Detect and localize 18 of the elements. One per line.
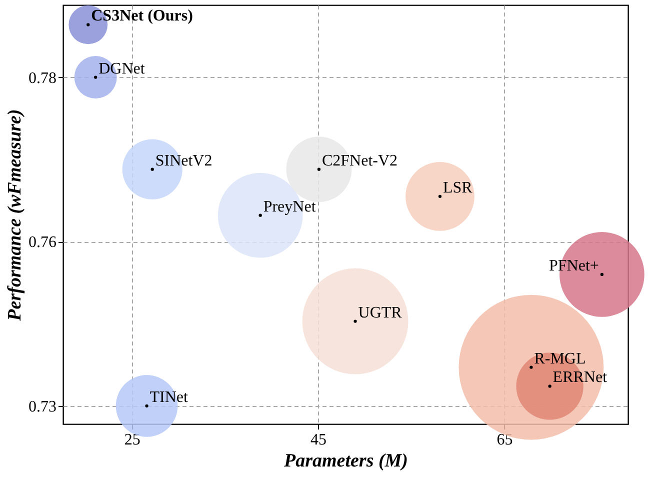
series-label: R-MGL [534, 350, 586, 368]
y-tick-label: 0.78 [28, 70, 56, 87]
series-label: C2FNet-V2 [322, 152, 398, 170]
series-label: SINetV2 [155, 152, 212, 170]
series-label: TINet [150, 388, 189, 406]
series-label: PFNet+ [549, 257, 599, 274]
x-tick-label: 45 [310, 432, 327, 448]
y-tick-label: 0.73 [28, 398, 56, 416]
x-tick-label: 25 [124, 432, 140, 448]
series-label: CS3Net (Ours) [91, 8, 193, 25]
series-label: PreyNet [263, 198, 316, 216]
x-tick-label: 65 [496, 432, 513, 448]
y-axis-title: Performance (wFmeasure) [4, 109, 26, 322]
series-label: UGTR [358, 304, 402, 322]
series-label: DGNet [98, 60, 146, 78]
x-axis-title: Parameters (M) [282, 450, 408, 472]
series-label: LSR [442, 179, 473, 196]
y-tick-label: 0.76 [28, 234, 56, 252]
